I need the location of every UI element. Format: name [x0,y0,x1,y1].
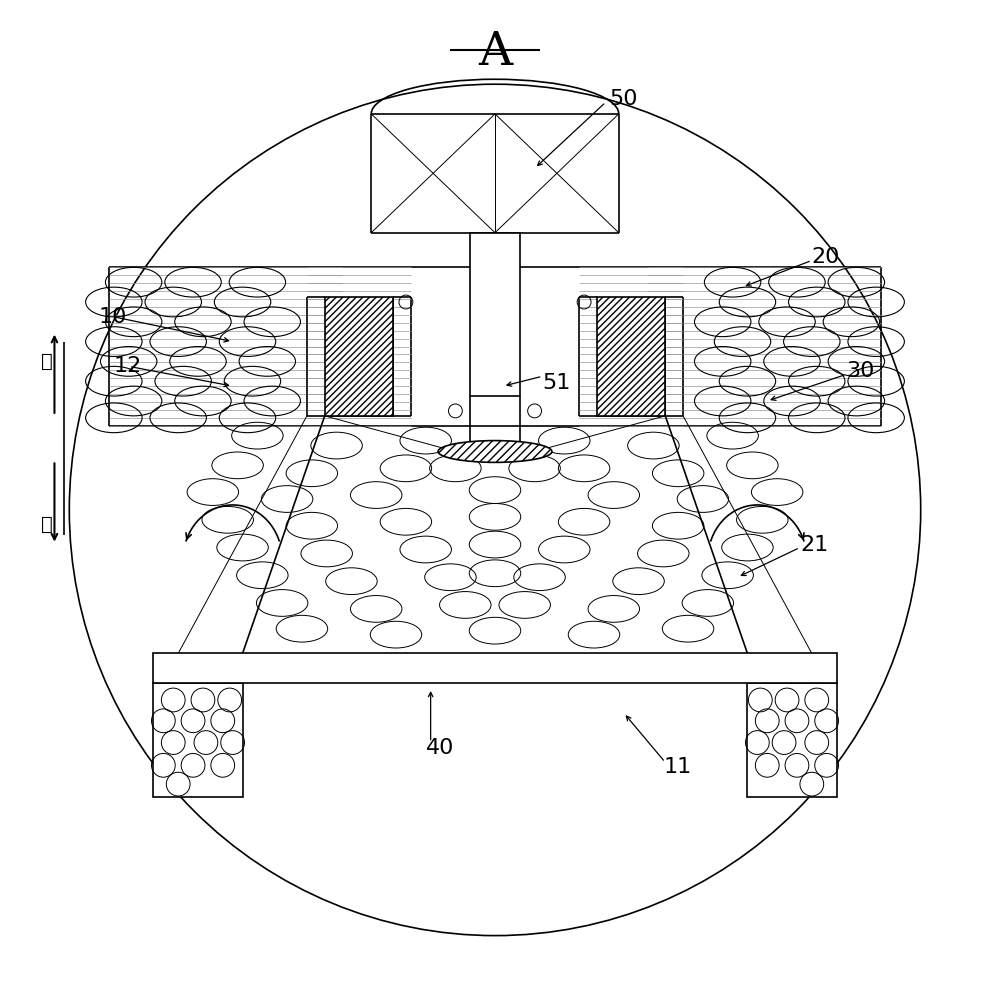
Text: 40: 40 [426,738,454,758]
Bar [597,297,665,416]
Bar [325,297,393,416]
Text: 12: 12 [114,356,143,376]
Bar [470,233,520,396]
Polygon shape [153,683,243,797]
Text: 21: 21 [800,535,829,555]
Ellipse shape [438,441,552,462]
Text: 上: 上 [41,352,52,371]
Text: 51: 51 [543,373,571,393]
Polygon shape [747,683,837,797]
Text: 50: 50 [609,89,638,109]
Text: A: A [478,30,512,75]
Bar [153,653,837,683]
Text: 10: 10 [99,307,128,327]
Text: 11: 11 [663,757,692,777]
Text: 30: 30 [846,361,875,381]
Text: 下: 下 [41,515,52,534]
Text: 20: 20 [812,247,841,267]
